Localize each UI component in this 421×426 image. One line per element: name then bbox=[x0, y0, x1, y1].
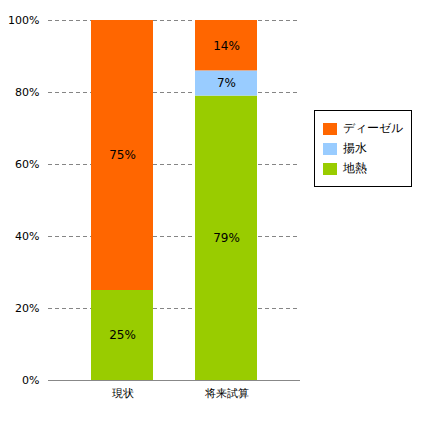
html-text:地熱: 地熱 bbox=[343, 161, 367, 175]
svg-text:79%: 79% bbox=[213, 231, 240, 245]
svg-text:60%: 60% bbox=[15, 158, 39, 171]
svg-text:40%: 40% bbox=[15, 230, 39, 243]
svg-text:75%: 75% bbox=[109, 148, 136, 162]
svg-text:7%: 7% bbox=[217, 76, 236, 90]
svg-text:0%: 0% bbox=[22, 374, 39, 387]
svg-text:20%: 20% bbox=[15, 302, 39, 315]
html-text:揚水: 揚水 bbox=[343, 141, 367, 155]
svg-text:25%: 25% bbox=[109, 328, 136, 342]
svg-text:80%: 80% bbox=[15, 86, 39, 99]
svg-text:100%: 100% bbox=[8, 14, 39, 27]
svg-text:14%: 14% bbox=[213, 39, 240, 53]
svg-text:現状: 現状 bbox=[112, 387, 134, 400]
svg-text:将来試算: 将来試算 bbox=[204, 387, 249, 400]
html-text:ディーゼル: ディーゼル bbox=[343, 121, 403, 135]
